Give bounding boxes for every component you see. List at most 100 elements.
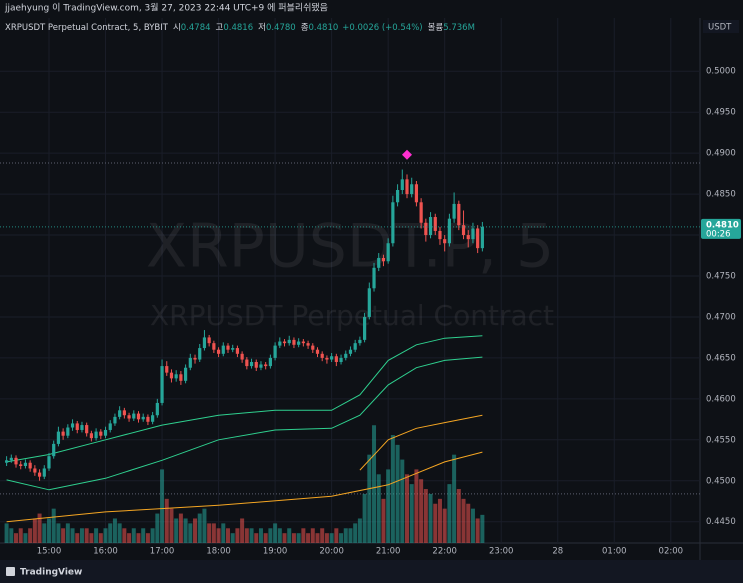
band-line	[6, 356, 483, 491]
candle-body	[94, 431, 98, 439]
volume-bar	[263, 533, 268, 543]
volume-bar	[376, 474, 381, 543]
candle-body	[315, 349, 320, 354]
candle-body	[400, 179, 404, 190]
volume-bar	[296, 533, 301, 543]
candle-body	[80, 425, 84, 430]
candle-body	[414, 184, 419, 203]
band-line	[6, 335, 483, 463]
volume-bar	[423, 489, 428, 543]
candle-body	[480, 226, 484, 249]
candle-body	[141, 416, 145, 420]
legend-key: 종	[301, 23, 309, 33]
volume-bar	[61, 528, 66, 543]
volume-bar	[145, 533, 150, 543]
candle-body	[160, 366, 164, 403]
candle-body	[428, 217, 433, 236]
candle-body	[405, 179, 409, 195]
volume-bar	[117, 523, 122, 543]
y-tick-label: 0.5000	[706, 67, 736, 77]
volume-bar	[169, 508, 174, 543]
volume-bar	[197, 513, 202, 543]
candle-body	[325, 357, 329, 360]
volume-bar	[89, 533, 94, 543]
candle-body	[353, 343, 357, 350]
candle-body	[75, 423, 79, 430]
logo: TradingView	[6, 567, 82, 578]
candle-body	[240, 353, 244, 360]
candle-body	[99, 431, 103, 436]
footer-brand: TradingView	[20, 568, 82, 578]
volume-bar	[419, 479, 424, 543]
volume-bar	[14, 533, 19, 543]
volume-bar	[372, 425, 377, 543]
y-tick-label: 0.4700	[706, 312, 736, 322]
currency-box	[703, 20, 739, 33]
candle-body	[113, 416, 117, 424]
candle-body	[179, 374, 183, 381]
volume-bar	[46, 518, 51, 543]
candle-body	[4, 460, 9, 463]
axes: 0.4450 0.4500 0.4550 0.4600 0.4650 0.4700 0.47…	[37, 67, 741, 557]
candle-body	[202, 337, 207, 349]
candle-body	[28, 462, 32, 469]
candle-body	[292, 339, 296, 345]
candle-body	[118, 410, 122, 417]
volume-bar	[9, 528, 14, 543]
y-tick-label: 0.4450	[706, 517, 736, 527]
candle-body	[89, 433, 93, 439]
candle-body	[245, 359, 249, 367]
candle-body	[424, 222, 428, 236]
y-tick-label: 0.4500	[706, 476, 736, 486]
candle-body	[363, 316, 367, 340]
volume-bar	[240, 518, 245, 543]
x-tick-label: 15:00	[37, 547, 62, 557]
candle-body	[85, 425, 89, 434]
candle-body	[70, 423, 75, 428]
volume-bar	[437, 498, 442, 543]
candle-body	[226, 345, 230, 350]
legend-value: 0.4816	[223, 23, 253, 33]
candle-body	[372, 267, 376, 289]
candle-body	[419, 202, 423, 223]
watermark-sub: XRPUSDT Perpetual Contract	[150, 299, 554, 332]
volume-bar	[470, 508, 475, 543]
countdown: 00:26	[706, 229, 731, 239]
candle-body	[259, 364, 263, 368]
volume-bar	[150, 528, 155, 543]
candle-body	[33, 468, 37, 473]
y-tick-label: 0.4650	[706, 353, 736, 363]
x-tick-label: 19:00	[263, 547, 288, 557]
volume-bar	[207, 523, 212, 543]
candle-body	[193, 357, 197, 360]
volume-bar	[386, 469, 391, 543]
volume-bar	[268, 528, 273, 543]
candle-body	[235, 348, 240, 354]
volume-bar	[291, 533, 296, 543]
volume-bar	[225, 528, 230, 543]
x-tick-label: 16:00	[93, 547, 118, 557]
legend-key: 고	[216, 23, 224, 33]
candle-body	[14, 457, 18, 465]
candle-body	[165, 366, 169, 373]
candle-body	[447, 218, 451, 244]
volume-bar	[94, 528, 99, 543]
candle-body	[443, 239, 447, 244]
candle-body	[395, 189, 400, 203]
x-tick-label: 23:00	[489, 547, 514, 557]
candle-body	[146, 416, 150, 422]
volume-bar	[4, 523, 9, 543]
candle-body	[23, 462, 28, 467]
candle-body	[301, 341, 305, 344]
candle-body	[61, 431, 65, 436]
volume-bar	[273, 523, 278, 543]
volume-bar	[108, 523, 113, 543]
volume-bar	[310, 528, 315, 543]
legend-value: 0.4810	[309, 23, 339, 33]
candle-body	[151, 415, 155, 422]
candle-body	[320, 353, 324, 358]
candle-body	[339, 357, 343, 362]
volume-bar	[461, 498, 466, 543]
